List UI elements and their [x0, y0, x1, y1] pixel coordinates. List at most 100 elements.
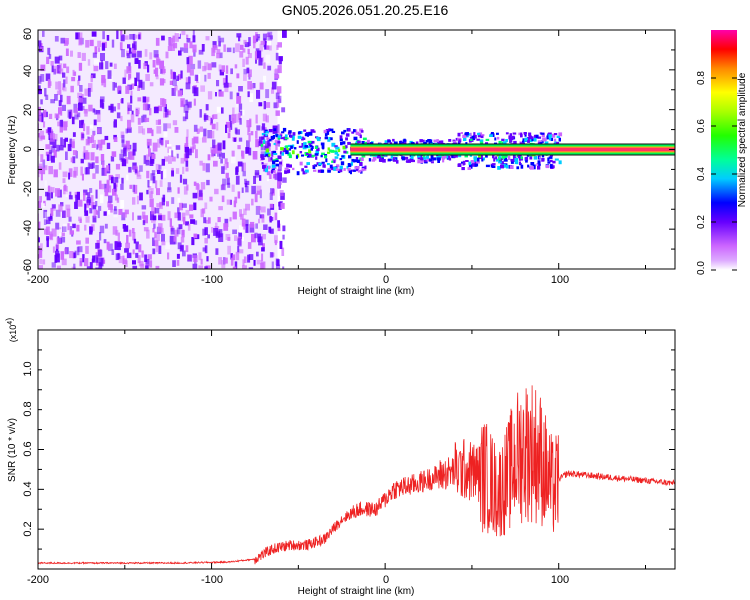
noise-cell: [192, 263, 198, 269]
signal-cell: [265, 131, 269, 134]
noise-cell: [138, 126, 144, 134]
signal-cell: [292, 167, 295, 171]
noise-cell: [45, 73, 51, 81]
noise-cell: [58, 145, 64, 151]
noise-cell: [247, 81, 252, 90]
signal-cell: [271, 164, 276, 168]
top-x-axis-label: Height of straight line (km): [298, 286, 415, 297]
noise-cell: [121, 159, 127, 167]
noise-cell: [212, 145, 217, 154]
noise-cell: [67, 223, 70, 231]
noise-cell: [106, 142, 111, 149]
noise-cell: [103, 211, 107, 216]
signal-cell: [345, 133, 350, 137]
signal-cell: [334, 152, 339, 155]
signal-cell: [495, 156, 498, 160]
signal-cell: [345, 137, 348, 141]
signal-cell: [268, 153, 271, 157]
signal-cell: [520, 134, 523, 138]
noise-cell: [161, 158, 165, 166]
signal-cell: [415, 141, 419, 144]
noise-cell: [246, 67, 250, 74]
noise-cell: [78, 75, 81, 81]
noise-cell: [125, 85, 130, 94]
noise-cell: [38, 201, 42, 208]
noise-cell: [165, 51, 169, 59]
noise-cell: [78, 62, 83, 71]
noise-cell: [53, 149, 57, 158]
signal-cell: [339, 158, 343, 161]
signal-cell: [273, 166, 277, 170]
noise-cell: [38, 132, 40, 138]
noise-cell: [89, 39, 94, 47]
noise-cell: [181, 31, 186, 36]
top-xtick-label: -100: [201, 274, 223, 286]
noise-cell: [74, 107, 78, 115]
noise-cell: [152, 142, 158, 152]
noise-cell: [215, 92, 217, 97]
signal-cell: [286, 163, 290, 168]
noise-cell: [176, 253, 180, 259]
noise-cell: [134, 77, 137, 86]
trace-core: [350, 147, 675, 152]
noise-cell: [161, 214, 166, 221]
noise-cell: [176, 75, 179, 81]
signal-cell: [306, 133, 309, 137]
noise-cell: [222, 77, 228, 86]
noise-cell: [276, 102, 280, 108]
signal-cell: [301, 143, 304, 147]
noise-cell: [42, 30, 45, 37]
signal-cell: [364, 142, 367, 145]
signal-cell: [485, 164, 490, 168]
signal-cell: [390, 154, 394, 159]
signal-cell: [528, 132, 532, 137]
signal-cell: [380, 155, 384, 158]
signal-cell: [448, 156, 451, 160]
noise-cell: [115, 253, 119, 261]
noise-cell: [39, 258, 42, 265]
signal-cell: [555, 141, 560, 145]
noise-cell: [68, 195, 73, 200]
noise-cell: [137, 85, 140, 91]
noise-cell: [207, 234, 210, 239]
noise-cell: [174, 229, 179, 237]
noise-cell: [192, 30, 195, 39]
noise-cell: [266, 174, 270, 182]
noise-cell: [136, 195, 139, 205]
noise-cell: [151, 188, 154, 194]
signal-cell: [535, 134, 539, 139]
noise-cell: [58, 81, 61, 90]
signal-cell: [347, 128, 351, 132]
noise-cell: [232, 107, 235, 117]
noise-cell: [202, 136, 207, 143]
noise-cell: [68, 216, 72, 222]
noise-cell: [156, 188, 160, 196]
noise-cell: [114, 82, 117, 88]
signal-cell: [402, 139, 407, 142]
noise-cell: [187, 148, 192, 156]
noise-cell: [193, 49, 196, 57]
noise-cell: [147, 179, 150, 188]
signal-cell: [382, 159, 386, 163]
top-ytick-label: 0: [22, 146, 34, 152]
noise-cell: [261, 247, 265, 252]
noise-cell: [155, 37, 160, 46]
noise-cell: [137, 215, 142, 220]
noise-cell: [269, 228, 274, 234]
signal-cell: [292, 132, 296, 136]
noise-cell: [66, 95, 71, 105]
noise-cell: [147, 254, 152, 260]
signal-cell: [299, 151, 303, 154]
noise-cell: [152, 237, 155, 246]
noise-cell: [123, 260, 127, 265]
signal-cell: [268, 166, 271, 170]
signal-cell: [442, 159, 445, 163]
noise-cell: [121, 98, 124, 104]
noise-cell: [171, 156, 176, 162]
noise-cell: [75, 32, 80, 40]
noise-cell: [177, 90, 183, 97]
noise-cell: [251, 185, 256, 195]
noise-cell: [211, 47, 215, 57]
signal-cell: [287, 131, 292, 135]
signal-cell: [343, 168, 346, 171]
